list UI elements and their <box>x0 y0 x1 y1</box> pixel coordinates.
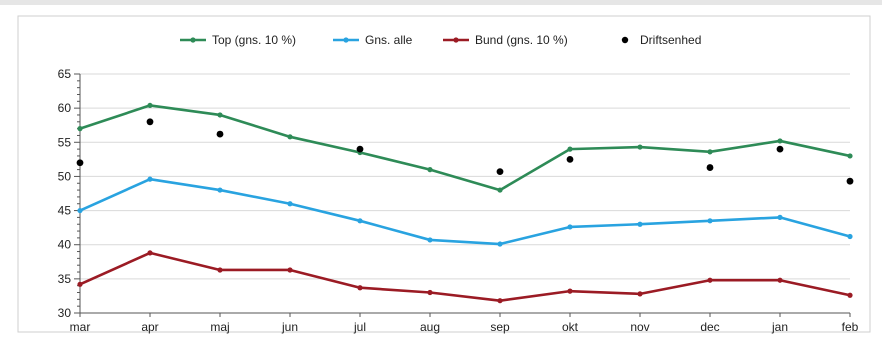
x-tick-label: aug <box>420 320 440 334</box>
y-tick-label: 55 <box>58 135 72 149</box>
y-tick-label: 60 <box>58 101 72 115</box>
x-tick-label: apr <box>141 320 158 334</box>
legend-label: Bund (gns. 10 %) <box>475 33 568 47</box>
data-point <box>77 281 83 287</box>
x-tick-label: jul <box>353 320 366 334</box>
data-point <box>217 187 223 193</box>
data-point <box>427 167 433 173</box>
data-point <box>77 126 83 132</box>
scatter-point <box>846 177 854 185</box>
x-tick-label: jun <box>281 320 298 334</box>
top-rule <box>0 0 882 5</box>
data-point <box>707 149 713 155</box>
data-point <box>567 146 573 152</box>
data-point <box>357 285 363 291</box>
data-point <box>147 250 153 256</box>
y-tick-label: 50 <box>58 169 72 183</box>
scatter-point <box>146 118 154 126</box>
y-tick-label: 35 <box>58 272 72 286</box>
legend-label: Top (gns. 10 %) <box>212 33 296 47</box>
legend-label: Driftsenhed <box>640 33 701 47</box>
data-point <box>287 201 293 207</box>
data-point <box>497 241 503 247</box>
legend-label: Gns. alle <box>365 33 413 47</box>
scatter-point <box>76 159 84 167</box>
gridlines <box>80 73 850 280</box>
scatter-point <box>496 168 504 176</box>
data-point <box>777 277 783 283</box>
data-point <box>147 176 153 182</box>
scatter-point <box>566 155 574 163</box>
y-tick-label: 40 <box>58 238 72 252</box>
scatter-point <box>216 130 224 138</box>
legend-marker <box>343 37 349 43</box>
x-tick-label: okt <box>562 320 579 334</box>
x-tick-label: feb <box>842 320 859 334</box>
y-tick-label: 45 <box>58 204 72 218</box>
legend-marker <box>453 37 459 43</box>
data-point <box>77 207 83 214</box>
legend-marker <box>190 37 196 43</box>
data-point <box>217 112 223 118</box>
y-tick-label: 65 <box>58 67 72 81</box>
data-point <box>777 214 783 220</box>
data-point <box>567 224 573 230</box>
series-layer <box>76 102 854 304</box>
data-point <box>567 288 573 294</box>
x-tick-label: maj <box>210 320 229 334</box>
data-point <box>707 218 713 224</box>
data-point <box>497 298 503 304</box>
x-tick-label: nov <box>630 320 649 334</box>
series-line <box>79 251 851 303</box>
x-tick-label: sep <box>490 320 510 334</box>
x-tick-label: mar <box>70 320 91 334</box>
data-point <box>217 267 223 273</box>
data-point <box>847 292 853 298</box>
x-tick-label: dec <box>700 320 719 334</box>
scatter-point <box>356 145 364 153</box>
series-line <box>79 177 851 246</box>
data-point <box>427 289 433 296</box>
data-point <box>427 237 433 243</box>
data-point <box>287 267 293 273</box>
data-point <box>287 134 293 140</box>
y-tick-label: 30 <box>58 306 72 320</box>
legend: Top (gns. 10 %) Gns. alle Bund (gns. 10 %)… <box>180 33 701 47</box>
data-point <box>777 138 783 144</box>
data-point <box>847 153 853 159</box>
scatter-point <box>776 145 784 153</box>
legend-marker <box>621 36 629 44</box>
data-point <box>847 233 853 240</box>
data-point <box>357 218 363 224</box>
data-point <box>707 277 713 283</box>
data-point <box>637 144 643 150</box>
data-point <box>637 221 643 227</box>
x-tick-label: jan <box>771 320 788 334</box>
data-point <box>637 291 643 297</box>
axes: 30 35 40 45 50 55 60 65 mar apr maj jun jul aug sep okt… <box>58 67 859 334</box>
scatter-point <box>706 164 714 171</box>
data-point <box>147 102 153 109</box>
data-point <box>497 187 503 193</box>
series-line <box>79 104 851 192</box>
